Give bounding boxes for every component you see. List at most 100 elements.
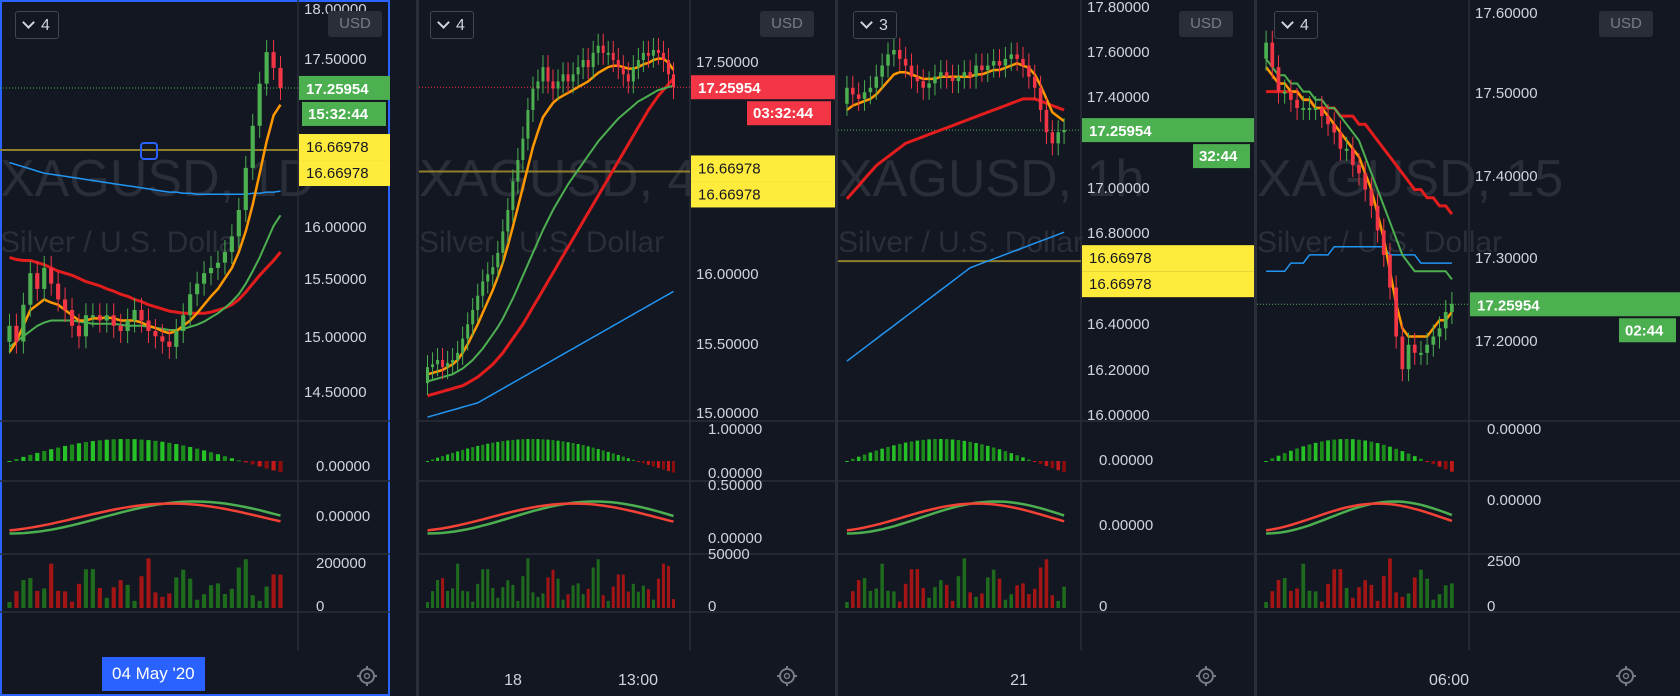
histogram-bar: [576, 444, 580, 461]
histogram-bar: [1276, 455, 1281, 461]
histogram-bar: [651, 461, 655, 467]
volume-bar: [1044, 559, 1049, 608]
countdown-label: 15:32:44: [308, 106, 369, 123]
candle-body: [1338, 132, 1343, 149]
candle-body: [1301, 107, 1306, 110]
histogram-bar: [1450, 461, 1454, 472]
panel-divider[interactable]: [416, 0, 419, 696]
currency-button[interactable]: USD: [1179, 11, 1233, 37]
volume-bar: [1419, 569, 1423, 608]
volume-bar: [236, 567, 241, 608]
volume-bar: [596, 559, 600, 608]
chevron-down-icon: [22, 16, 35, 29]
candle-body: [153, 331, 158, 337]
interval-selector[interactable]: 4: [1274, 11, 1318, 39]
chart-panel-daily[interactable]: XAGUSD, 1D Silver / U.S. Dollar 18.00000 17…: [0, 0, 390, 696]
currency-button[interactable]: USD: [328, 11, 382, 37]
histogram-bar: [909, 441, 914, 461]
interval-selector[interactable]: 4: [430, 11, 474, 39]
candle-body: [1056, 132, 1060, 144]
interval-value: 3: [879, 17, 888, 34]
candle-body: [90, 315, 95, 318]
volume-bar: [111, 587, 116, 608]
candle-body: [160, 336, 165, 342]
candle-body: [62, 299, 68, 310]
chart-canvas[interactable]: XAGUSD, 15 Silver / U.S. Dollar 17.60000 17…: [1257, 0, 1680, 696]
candle-body: [1264, 42, 1268, 59]
histogram-bar: [511, 439, 515, 461]
watermark-symbol: XAGUSD, 1D: [0, 150, 315, 208]
chart-panel-15m[interactable]: XAGUSD, 15 Silver / U.S. Dollar 17.60000 17…: [1257, 0, 1680, 696]
price-axis-tick: 17.60000: [1475, 5, 1538, 22]
candle-body: [591, 52, 595, 68]
histogram-bar: [1363, 440, 1368, 461]
currency-button[interactable]: USD: [1599, 11, 1653, 37]
histogram-bar: [581, 445, 585, 461]
price-axis-tick: 17.60000: [1087, 44, 1150, 61]
panel-divider[interactable]: [1254, 0, 1257, 696]
gear-icon[interactable]: [1615, 665, 1637, 687]
candle-body: [14, 325, 19, 342]
volume-bar: [576, 583, 580, 608]
gear-icon[interactable]: [776, 665, 798, 687]
histogram-bar: [1295, 448, 1299, 461]
volume-bar: [1338, 569, 1343, 608]
volume-bar: [1332, 569, 1337, 608]
volume-bar: [845, 602, 849, 608]
indicator-axis-tick: 0.00000: [1487, 421, 1541, 438]
histogram-bar: [491, 442, 495, 461]
alert-label: 16.66978: [1089, 276, 1152, 293]
currency-button[interactable]: USD: [760, 11, 814, 37]
histogram-bar: [646, 461, 650, 465]
volume-bar: [83, 569, 89, 608]
interval-selector[interactable]: 4: [15, 11, 59, 39]
interval-selector[interactable]: 3: [853, 11, 897, 39]
histogram-bar: [1289, 450, 1293, 461]
histogram-bar: [915, 440, 920, 461]
volume-bar: [1313, 591, 1318, 608]
gear-icon[interactable]: [356, 665, 378, 687]
ma-red-line: [9, 251, 282, 315]
panel-divider[interactable]: [835, 0, 838, 696]
candle-body: [1326, 116, 1330, 125]
candle-body: [181, 315, 186, 332]
price-axis-tick: 15.00000: [304, 329, 367, 346]
candle-body: [576, 67, 580, 75]
volume-bar: [516, 600, 520, 608]
volume-bar: [62, 591, 68, 608]
candle-body: [481, 281, 485, 296]
volume-bar: [160, 596, 165, 608]
volume-bar: [491, 587, 495, 608]
ma-red-line: [845, 97, 1065, 200]
chart-panel-4h[interactable]: XAGUSD, 4h Silver / U.S. Dollar 17.50000 16…: [419, 0, 835, 696]
histogram-bar: [1270, 458, 1275, 461]
alert-label-bg: [1082, 271, 1254, 298]
histogram-bar: [215, 454, 221, 461]
histogram-bar: [1021, 457, 1025, 461]
histogram-bar: [481, 444, 485, 461]
alert-label: 16.66978: [306, 165, 369, 182]
chart-panel-1h[interactable]: XAGUSD, 1h Silver / U.S. Dollar 17.80000 17…: [838, 0, 1254, 696]
volume-bar: [656, 578, 660, 608]
volume-bar: [661, 563, 665, 608]
candle-body: [167, 341, 172, 347]
volume-bar: [933, 587, 937, 608]
chart-canvas[interactable]: XAGUSD, 1h Silver / U.S. Dollar 17.80000 17…: [838, 0, 1254, 696]
volume-bar: [526, 558, 530, 608]
alert-label-bg: [691, 155, 835, 182]
histogram-bar: [661, 461, 665, 470]
candle-body: [980, 65, 984, 70]
candle-body: [496, 252, 500, 268]
indicator-axis-tick: 1.00000: [708, 421, 762, 438]
histogram-bar: [1338, 439, 1343, 461]
price-label-bg: [1470, 292, 1680, 317]
histogram-bar: [616, 454, 620, 461]
candle-body: [933, 76, 937, 84]
candle-body: [56, 283, 61, 300]
histogram-bar: [201, 450, 207, 461]
candle-body: [236, 210, 241, 237]
histogram-bar: [868, 452, 873, 461]
gear-icon[interactable]: [1195, 665, 1217, 687]
